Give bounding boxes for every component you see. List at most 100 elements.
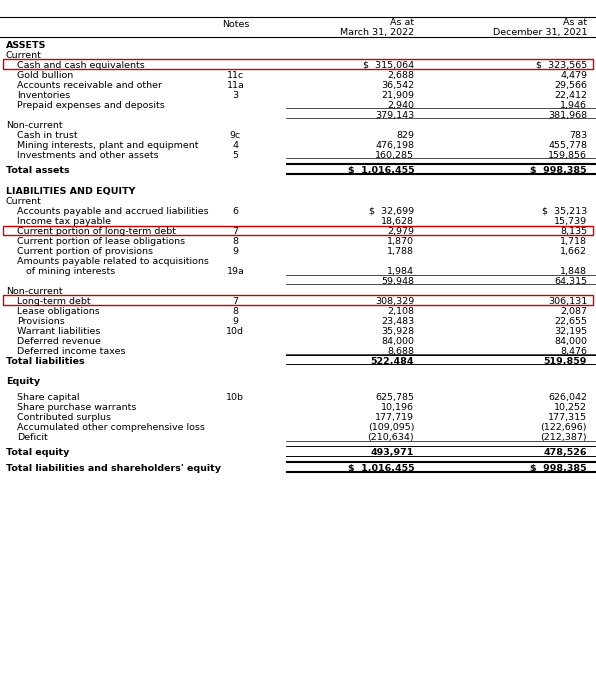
- Text: (122,696): (122,696): [541, 423, 587, 432]
- Text: Investments and other assets: Investments and other assets: [17, 150, 159, 160]
- Text: Accounts payable and accrued liabilities: Accounts payable and accrued liabilities: [17, 207, 209, 216]
- Text: Total liabilities: Total liabilities: [6, 357, 85, 365]
- Text: 8,135: 8,135: [560, 227, 587, 236]
- Text: 177,315: 177,315: [548, 413, 587, 422]
- Text: (212,387): (212,387): [541, 433, 587, 442]
- Text: 478,526: 478,526: [544, 448, 587, 457]
- Text: 519,859: 519,859: [544, 357, 587, 365]
- Text: Notes: Notes: [222, 20, 249, 29]
- Text: Lease obligations: Lease obligations: [17, 307, 100, 315]
- Text: 1,946: 1,946: [560, 100, 587, 110]
- Text: Equity: Equity: [6, 377, 40, 386]
- Bar: [3, 59, 593, 69]
- Text: Amounts payable related to acquisitions: Amounts payable related to acquisitions: [17, 257, 209, 266]
- Text: 159,856: 159,856: [548, 150, 587, 160]
- Text: 2,087: 2,087: [560, 307, 587, 315]
- Text: 455,778: 455,778: [548, 141, 587, 150]
- Text: Provisions: Provisions: [17, 317, 64, 326]
- Text: 1,718: 1,718: [560, 237, 587, 246]
- Text: Current portion of provisions: Current portion of provisions: [17, 247, 153, 255]
- Text: Cash and cash equivalents: Cash and cash equivalents: [17, 61, 144, 69]
- Text: of mining interests: of mining interests: [17, 267, 115, 276]
- Text: Current: Current: [6, 51, 42, 60]
- Text: As at
March 31, 2022: As at March 31, 2022: [340, 18, 414, 37]
- Text: $  32,699: $ 32,699: [369, 207, 414, 216]
- Text: 1,788: 1,788: [387, 247, 414, 255]
- Text: 84,000: 84,000: [381, 336, 414, 346]
- Text: 4,479: 4,479: [560, 71, 587, 80]
- Text: Total equity: Total equity: [6, 448, 69, 457]
- Text: 626,042: 626,042: [548, 393, 587, 402]
- Text: ASSETS: ASSETS: [6, 41, 46, 50]
- Text: (109,095): (109,095): [368, 423, 414, 432]
- Text: As at
December 31, 2021: As at December 31, 2021: [492, 18, 587, 37]
- Text: $  315,064: $ 315,064: [363, 61, 414, 69]
- Text: Income tax payable: Income tax payable: [17, 217, 111, 226]
- Text: 9: 9: [232, 317, 238, 326]
- Text: 19a: 19a: [226, 267, 244, 276]
- Text: 306,131: 306,131: [548, 297, 587, 305]
- Text: 476,198: 476,198: [375, 141, 414, 150]
- Text: Mining interests, plant and equipment: Mining interests, plant and equipment: [17, 141, 198, 150]
- Text: 59,948: 59,948: [381, 277, 414, 286]
- Text: Share purchase warrants: Share purchase warrants: [17, 403, 136, 412]
- Text: 783: 783: [569, 131, 587, 140]
- Text: Accounts receivable and other: Accounts receivable and other: [17, 81, 162, 90]
- Text: LIABILITIES AND EQUITY: LIABILITIES AND EQUITY: [6, 187, 135, 196]
- Text: 22,655: 22,655: [554, 317, 587, 326]
- Text: 7: 7: [232, 227, 238, 236]
- Text: 10,252: 10,252: [554, 403, 587, 412]
- Text: 2,688: 2,688: [387, 71, 414, 80]
- Text: 5: 5: [232, 150, 238, 160]
- Text: Current: Current: [6, 197, 42, 206]
- Text: Deferred income taxes: Deferred income taxes: [17, 346, 125, 355]
- Text: 22,412: 22,412: [554, 91, 587, 100]
- Text: $  35,213: $ 35,213: [542, 207, 587, 216]
- Text: Non-current: Non-current: [6, 121, 63, 129]
- Text: 3: 3: [232, 91, 238, 100]
- Text: Current portion of long-term debt: Current portion of long-term debt: [17, 227, 176, 236]
- Text: 493,971: 493,971: [371, 448, 414, 457]
- Text: 177,719: 177,719: [375, 413, 414, 422]
- Bar: [3, 226, 593, 235]
- Text: 2,940: 2,940: [387, 100, 414, 110]
- Bar: [3, 295, 593, 305]
- Text: Total assets: Total assets: [6, 166, 70, 175]
- Text: 4: 4: [232, 141, 238, 150]
- Text: Total liabilities and shareholders' equity: Total liabilities and shareholders' equi…: [6, 464, 221, 472]
- Text: 10b: 10b: [226, 393, 244, 402]
- Text: Deferred revenue: Deferred revenue: [17, 336, 101, 346]
- Text: 8: 8: [232, 307, 238, 315]
- Text: 35,928: 35,928: [381, 327, 414, 336]
- Text: 8: 8: [232, 237, 238, 246]
- Text: 9c: 9c: [230, 131, 241, 140]
- Text: 1,984: 1,984: [387, 267, 414, 276]
- Text: 64,315: 64,315: [554, 277, 587, 286]
- Text: Warrant liabilities: Warrant liabilities: [17, 327, 100, 336]
- Text: Share capital: Share capital: [17, 393, 79, 402]
- Text: (210,634): (210,634): [368, 433, 414, 442]
- Text: Current portion of lease obligations: Current portion of lease obligations: [17, 237, 185, 246]
- Text: 2,979: 2,979: [387, 227, 414, 236]
- Text: 23,483: 23,483: [381, 317, 414, 326]
- Text: Non-current: Non-current: [6, 286, 63, 296]
- Text: 8,688: 8,688: [387, 346, 414, 355]
- Text: Accumulated other comprehensive loss: Accumulated other comprehensive loss: [17, 423, 204, 432]
- Text: 15,739: 15,739: [554, 217, 587, 226]
- Text: 10,196: 10,196: [381, 403, 414, 412]
- Text: 6: 6: [232, 207, 238, 216]
- Text: $  1,016,455: $ 1,016,455: [347, 166, 414, 175]
- Text: Cash in trust: Cash in trust: [17, 131, 77, 140]
- Text: Deficit: Deficit: [17, 433, 48, 442]
- Text: 8,476: 8,476: [560, 346, 587, 355]
- Text: 829: 829: [396, 131, 414, 140]
- Text: 36,542: 36,542: [381, 81, 414, 90]
- Text: 7: 7: [232, 297, 238, 305]
- Text: Contributed surplus: Contributed surplus: [17, 413, 111, 422]
- Text: 1,870: 1,870: [387, 237, 414, 246]
- Text: 160,285: 160,285: [375, 150, 414, 160]
- Text: 9: 9: [232, 247, 238, 255]
- Text: 18,628: 18,628: [381, 217, 414, 226]
- Text: 84,000: 84,000: [554, 336, 587, 346]
- Text: $  323,565: $ 323,565: [536, 61, 587, 69]
